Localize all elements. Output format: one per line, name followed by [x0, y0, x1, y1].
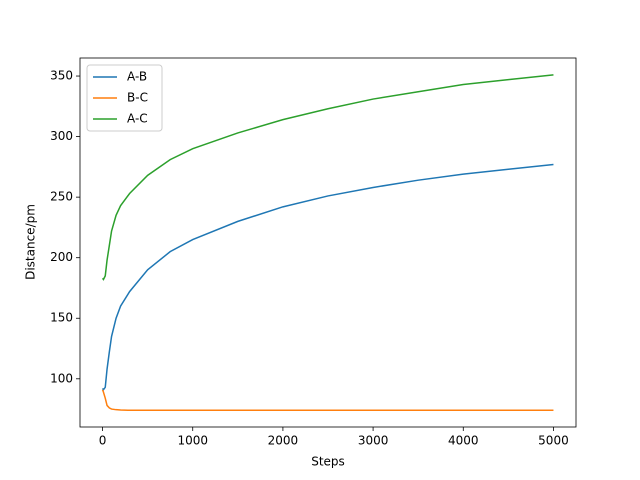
y-tick-label: 100 [50, 371, 73, 385]
x-tick-label: 4000 [448, 434, 479, 448]
line-series [101, 74, 554, 281]
legend-label: A-C [127, 112, 148, 126]
legend-label: A-B [127, 70, 147, 84]
y-tick-label: 300 [50, 129, 73, 143]
legend-label: B-C [127, 91, 148, 105]
x-axis-label: Steps [311, 455, 345, 469]
x-tick-label: 3000 [358, 434, 389, 448]
x-tick-label: 2000 [268, 434, 299, 448]
line-series [101, 389, 554, 412]
y-tick-label: 150 [50, 311, 73, 325]
x-tick-label: 1000 [177, 434, 208, 448]
plot-frame [79, 57, 577, 428]
y-axis-label: Distance/pm [24, 204, 38, 280]
x-tick-label: 0 [99, 434, 107, 448]
legend-box [86, 64, 163, 132]
y-tick-label: 250 [50, 190, 73, 204]
line-series [101, 163, 554, 391]
x-tick-label: 5000 [538, 434, 569, 448]
y-tick-label: 200 [50, 250, 73, 264]
y-tick-label: 350 [50, 69, 73, 83]
